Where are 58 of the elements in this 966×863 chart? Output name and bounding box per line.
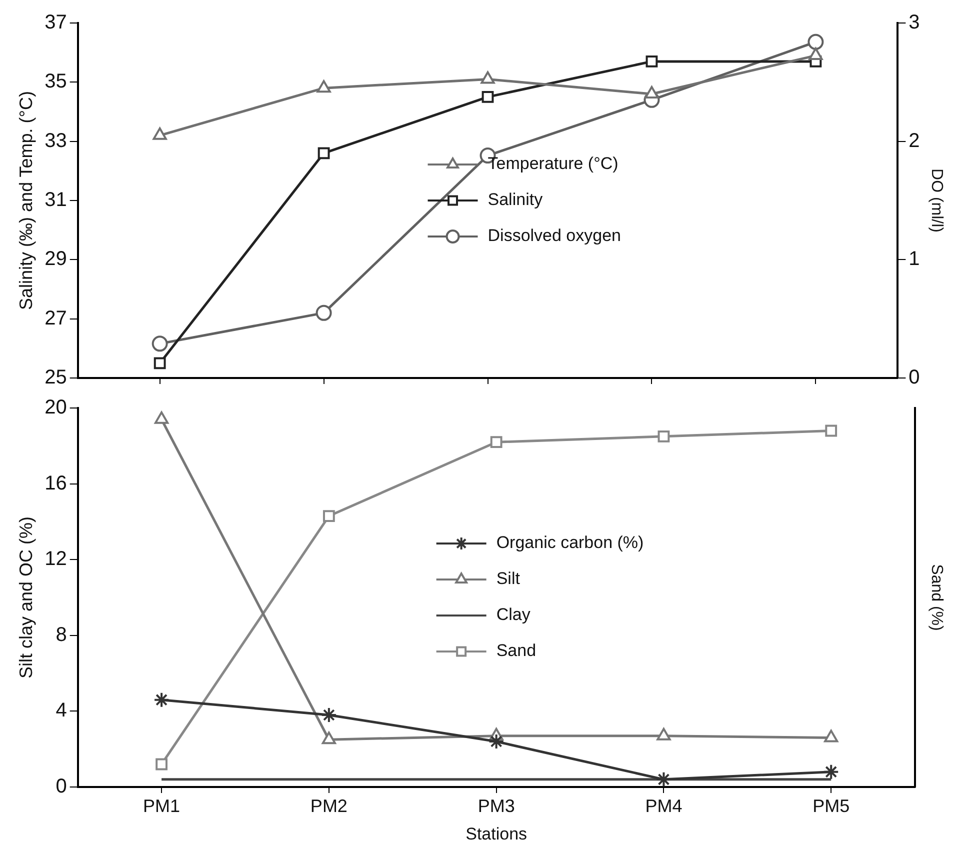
point: [152, 336, 168, 352]
y-tick-label: 31: [44, 189, 67, 212]
y-tick-label: 20: [44, 396, 67, 419]
legend-label: Silt: [496, 569, 520, 588]
legend-label: Clay: [496, 605, 531, 624]
point: [480, 71, 495, 84]
y2-axis-title: DO (ml/l): [928, 168, 945, 232]
x-tick-label: PM5: [812, 796, 850, 816]
legend-label: Sand: [496, 641, 536, 660]
legend-label: Organic carbon (%): [496, 533, 644, 552]
y-tick-label: 8: [56, 624, 67, 646]
point: [316, 80, 331, 93]
point: [488, 734, 504, 750]
point: [823, 764, 840, 780]
point: [656, 728, 671, 740]
point: [316, 304, 332, 321]
y-tick-label: 12: [44, 548, 67, 570]
point: [658, 430, 670, 442]
point: [808, 34, 824, 50]
y2-tick-label: 0: [908, 366, 920, 389]
point: [152, 127, 167, 140]
legend-label: Dissolved oxygen: [488, 226, 622, 246]
x-tick-label: PM3: [478, 796, 515, 816]
y-tick-label: 29: [44, 248, 67, 270]
y-axis-title: Silt clay and OC (%): [16, 516, 36, 679]
x-tick-label: PM2: [310, 796, 348, 816]
y2-tick-label: 1: [908, 248, 920, 270]
point: [318, 147, 330, 160]
point: [322, 732, 336, 744]
y-tick-label: 33: [44, 130, 67, 152]
y-tick-label: 37: [44, 12, 67, 34]
point: [156, 758, 168, 770]
y2-tick-label: 3: [908, 12, 920, 34]
point: [824, 730, 838, 742]
point: [808, 48, 823, 60]
y2-axis-title: Sand (%): [928, 564, 945, 631]
y-tick-label: 4: [56, 700, 67, 722]
x-axis-title: Stations: [466, 824, 528, 844]
point: [482, 91, 494, 103]
y2-tick-label: 2: [908, 130, 920, 152]
point: [154, 692, 170, 708]
legend-label: Salinity: [488, 190, 544, 210]
point: [322, 510, 335, 522]
point: [825, 424, 838, 437]
point: [154, 357, 166, 370]
point: [646, 56, 658, 68]
x-tick-label: PM1: [143, 796, 180, 816]
point: [320, 706, 337, 723]
x-tick-label: PM4: [645, 796, 682, 816]
y-tick-label: 0: [56, 776, 67, 798]
legend-label: Temperature (°C): [488, 154, 618, 174]
y-tick-label: 27: [44, 307, 67, 330]
point: [644, 86, 659, 98]
y-tick-label: 16: [44, 472, 67, 494]
y-tick-label: 35: [44, 70, 67, 93]
y-tick-label: 25: [44, 366, 67, 389]
y-axis-title: Salinity (‰) and Temp. (°C): [16, 91, 36, 310]
point: [490, 436, 502, 448]
